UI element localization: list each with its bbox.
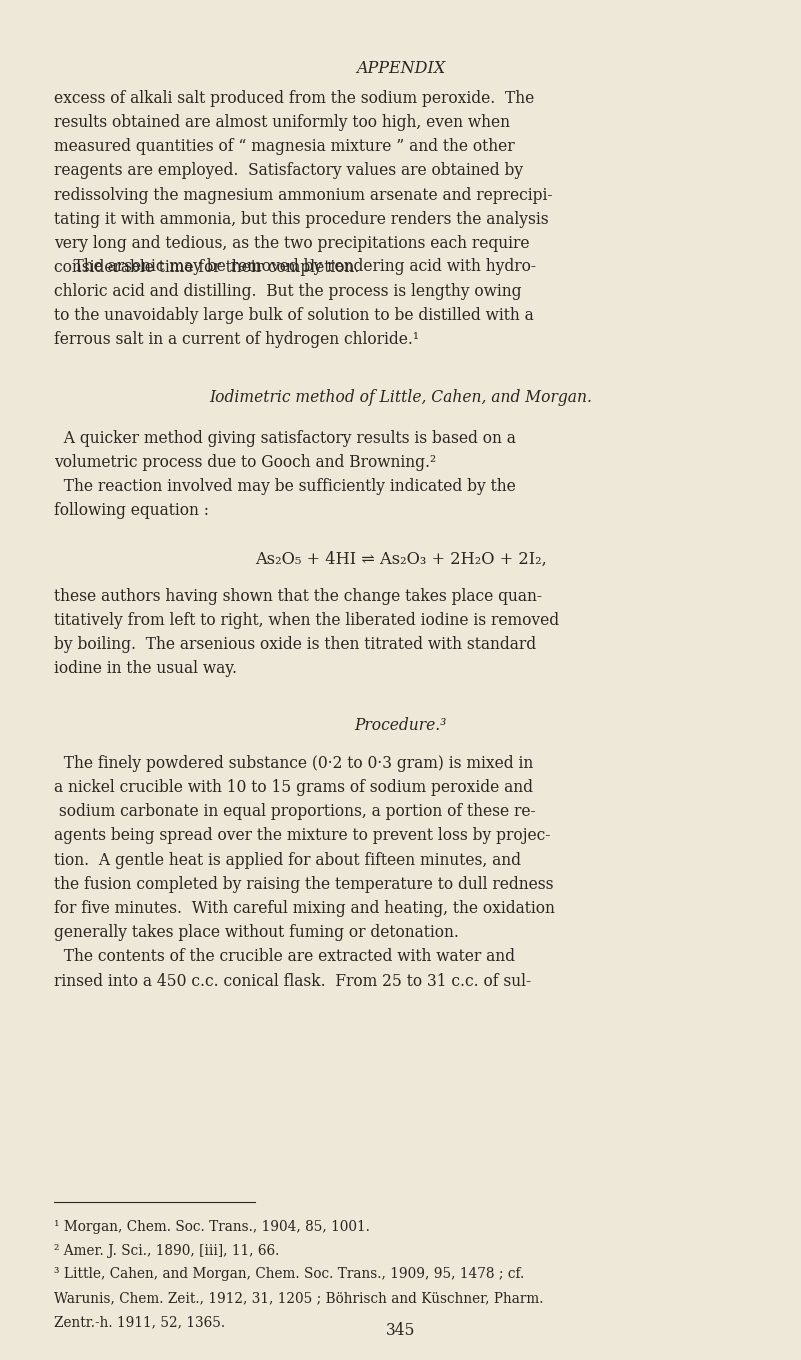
Text: Procedure.³: Procedure.³ [354, 717, 447, 734]
Text: to the unavoidably large bulk of solution to be distilled with a: to the unavoidably large bulk of solutio… [54, 307, 534, 324]
Text: a nickel crucible with 10 to 15 grams of sodium peroxide and: a nickel crucible with 10 to 15 grams of… [54, 779, 533, 796]
Text: rinsed into a 450 c.c. conical flask.  From 25 to 31 c.c. of sul-: rinsed into a 450 c.c. conical flask. Fr… [54, 972, 532, 990]
Text: measured quantities of “ magnesia mixture ” and the other: measured quantities of “ magnesia mixtur… [54, 139, 515, 155]
Text: reagents are employed.  Satisfactory values are obtained by: reagents are employed. Satisfactory valu… [54, 162, 524, 180]
Text: considerable time for their completion.: considerable time for their completion. [54, 260, 360, 276]
Text: The reaction involved may be sufficiently indicated by the: The reaction involved may be sufficientl… [54, 479, 516, 495]
Text: very long and tedious, as the two precipitations each require: very long and tedious, as the two precip… [54, 235, 530, 252]
Text: The finely powdered substance (0·2 to 0·3 gram) is mixed in: The finely powdered substance (0·2 to 0·… [54, 755, 533, 771]
Text: ² Amer. J. Sci., 1890, [iii], 11, 66.: ² Amer. J. Sci., 1890, [iii], 11, 66. [54, 1243, 280, 1258]
Text: agents being spread over the mixture to prevent loss by projec-: agents being spread over the mixture to … [54, 827, 551, 845]
Text: excess of alkali salt produced from the sodium peroxide.  The: excess of alkali salt produced from the … [54, 90, 535, 107]
Text: The arsenic may be removed by rendering acid with hydro-: The arsenic may be removed by rendering … [54, 258, 537, 275]
Text: sodium carbonate in equal proportions, a portion of these re-: sodium carbonate in equal proportions, a… [54, 804, 536, 820]
Text: redissolving the magnesium ammonium arsenate and reprecipi-: redissolving the magnesium ammonium arse… [54, 186, 553, 204]
Text: chloric acid and distilling.  But the process is lengthy owing: chloric acid and distilling. But the pro… [54, 283, 522, 299]
Text: As₂O₅ + 4HI ⇌ As₂O₃ + 2H₂O + 2I₂,: As₂O₅ + 4HI ⇌ As₂O₃ + 2H₂O + 2I₂, [255, 551, 546, 568]
Text: volumetric process due to Gooch and Browning.²: volumetric process due to Gooch and Brow… [54, 454, 437, 471]
Text: results obtained are almost uniformly too high, even when: results obtained are almost uniformly to… [54, 114, 510, 131]
Text: for five minutes.  With careful mixing and heating, the oxidation: for five minutes. With careful mixing an… [54, 900, 555, 917]
Text: tion.  A gentle heat is applied for about fifteen minutes, and: tion. A gentle heat is applied for about… [54, 851, 521, 869]
Text: titatively from left to right, when the liberated iodine is removed: titatively from left to right, when the … [54, 612, 560, 628]
Text: these authors having shown that the change takes place quan-: these authors having shown that the chan… [54, 588, 542, 605]
Text: generally takes place without fuming or detonation.: generally takes place without fuming or … [54, 925, 459, 941]
Text: following equation :: following equation : [54, 502, 210, 520]
Text: 345: 345 [386, 1322, 415, 1338]
Text: ferrous salt in a current of hydrogen chloride.¹: ferrous salt in a current of hydrogen ch… [54, 330, 420, 348]
Text: The contents of the crucible are extracted with water and: The contents of the crucible are extract… [54, 948, 516, 966]
Text: APPENDIX: APPENDIX [356, 60, 445, 78]
Text: ¹ Morgan, Chem. Soc. Trans., 1904, 85, 1001.: ¹ Morgan, Chem. Soc. Trans., 1904, 85, 1… [54, 1220, 370, 1234]
Text: the fusion completed by raising the temperature to dull redness: the fusion completed by raising the temp… [54, 876, 554, 894]
Text: Zentr.-h. 1911, 52, 1365.: Zentr.-h. 1911, 52, 1365. [54, 1315, 226, 1329]
Text: ³ Little, Cahen, and Morgan, Chem. Soc. Trans., 1909, 95, 1478 ; cf.: ³ Little, Cahen, and Morgan, Chem. Soc. … [54, 1268, 525, 1281]
Text: Warunis, Chem. Zeit., 1912, 31, 1205 ; Böhrisch and Küschner, Pharm.: Warunis, Chem. Zeit., 1912, 31, 1205 ; B… [54, 1291, 544, 1306]
Text: Iodimetric method of Little, Cahen, and Morgan.: Iodimetric method of Little, Cahen, and … [209, 389, 592, 405]
Text: by boiling.  The arsenious oxide is then titrated with standard: by boiling. The arsenious oxide is then … [54, 636, 537, 653]
Text: tating it with ammonia, but this procedure renders the analysis: tating it with ammonia, but this procedu… [54, 211, 549, 227]
Text: iodine in the usual way.: iodine in the usual way. [54, 660, 237, 677]
Text: A quicker method giving satisfactory results is based on a: A quicker method giving satisfactory res… [54, 430, 517, 446]
